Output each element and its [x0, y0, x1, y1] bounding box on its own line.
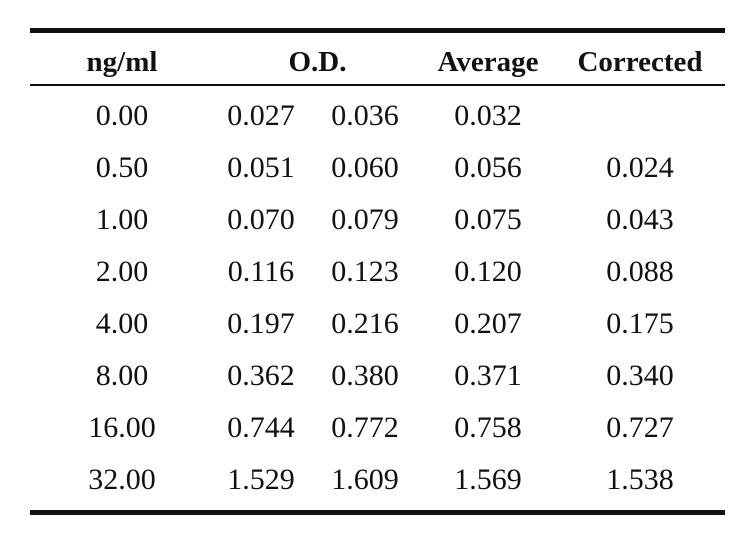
cell-od-2: 0.380	[331, 359, 399, 392]
cell-concentration: 2.00	[95, 255, 149, 288]
cell-concentration: 0.00	[95, 99, 149, 132]
table-row: 16.00 0.744 0.772 0.758 0.727	[30, 402, 725, 454]
cell-od-2: 0.079	[331, 203, 399, 236]
table-row: 0.00 0.027 0.036 0.032	[30, 90, 725, 142]
header-average: Average	[437, 46, 539, 78]
cell-corrected: 1.538	[606, 463, 674, 496]
cell-od-1: 1.529	[227, 463, 295, 496]
cell-average: 0.032	[454, 99, 522, 132]
table-row: 8.00 0.362 0.380 0.371 0.340	[30, 350, 725, 402]
cell-concentration: 16.00	[88, 411, 156, 444]
table-top-rule	[30, 28, 725, 33]
cell-concentration: 0.50	[95, 151, 149, 184]
data-table: ng/ml O.D. Average Corrected 0.00 0.027 …	[30, 28, 725, 515]
cell-corrected: 0.727	[606, 411, 674, 444]
table-row: 4.00 0.197 0.216 0.207 0.175	[30, 298, 725, 350]
cell-concentration: 4.00	[95, 307, 149, 340]
cell-average: 0.207	[454, 307, 522, 340]
cell-corrected	[570, 90, 710, 142]
cell-od-2: 0.772	[331, 411, 399, 444]
cell-od-1: 0.116	[227, 255, 295, 288]
cell-od-1: 0.197	[227, 307, 295, 340]
cell-average: 0.371	[454, 359, 522, 392]
cell-corrected: 0.043	[606, 203, 674, 236]
cell-od-2: 0.123	[331, 255, 399, 288]
table-header-row: ng/ml O.D. Average Corrected	[30, 33, 725, 84]
cell-concentration: 1.00	[95, 203, 149, 236]
cell-corrected: 0.088	[606, 255, 674, 288]
cell-average: 1.569	[454, 463, 522, 496]
table-body: 0.00 0.027 0.036 0.032 0.50 0.051 0.060 …	[30, 86, 725, 510]
table-row: 1.00 0.070 0.079 0.075 0.043	[30, 194, 725, 246]
cell-od-1: 0.070	[227, 203, 295, 236]
cell-od-2: 0.216	[331, 307, 399, 340]
cell-concentration: 8.00	[95, 359, 149, 392]
table-row: 0.50 0.051 0.060 0.056 0.024	[30, 142, 725, 194]
table-bottom-rule	[30, 510, 725, 515]
cell-concentration: 32.00	[88, 463, 156, 496]
cell-corrected: 0.024	[606, 151, 674, 184]
cell-od-2: 1.609	[331, 463, 399, 496]
cell-od-1: 0.051	[227, 151, 295, 184]
cell-corrected: 0.175	[606, 307, 674, 340]
cell-corrected: 0.340	[606, 359, 674, 392]
table-row: 2.00 0.116 0.123 0.120 0.088	[30, 246, 725, 298]
cell-od-2: 0.060	[331, 151, 399, 184]
cell-od-1: 0.027	[227, 99, 295, 132]
cell-average: 0.120	[454, 255, 522, 288]
cell-average: 0.056	[454, 151, 522, 184]
table-row: 32.00 1.529 1.609 1.569 1.538	[30, 454, 725, 506]
header-od: O.D.	[288, 46, 347, 78]
cell-od-1: 0.744	[227, 411, 295, 444]
cell-average: 0.075	[454, 203, 522, 236]
cell-od-1: 0.362	[227, 359, 295, 392]
table-header-rule	[30, 84, 725, 86]
header-corrected: Corrected	[577, 46, 703, 78]
cell-average: 0.758	[454, 411, 522, 444]
header-concentration: ng/ml	[86, 46, 158, 78]
cell-od-2: 0.036	[331, 99, 399, 132]
